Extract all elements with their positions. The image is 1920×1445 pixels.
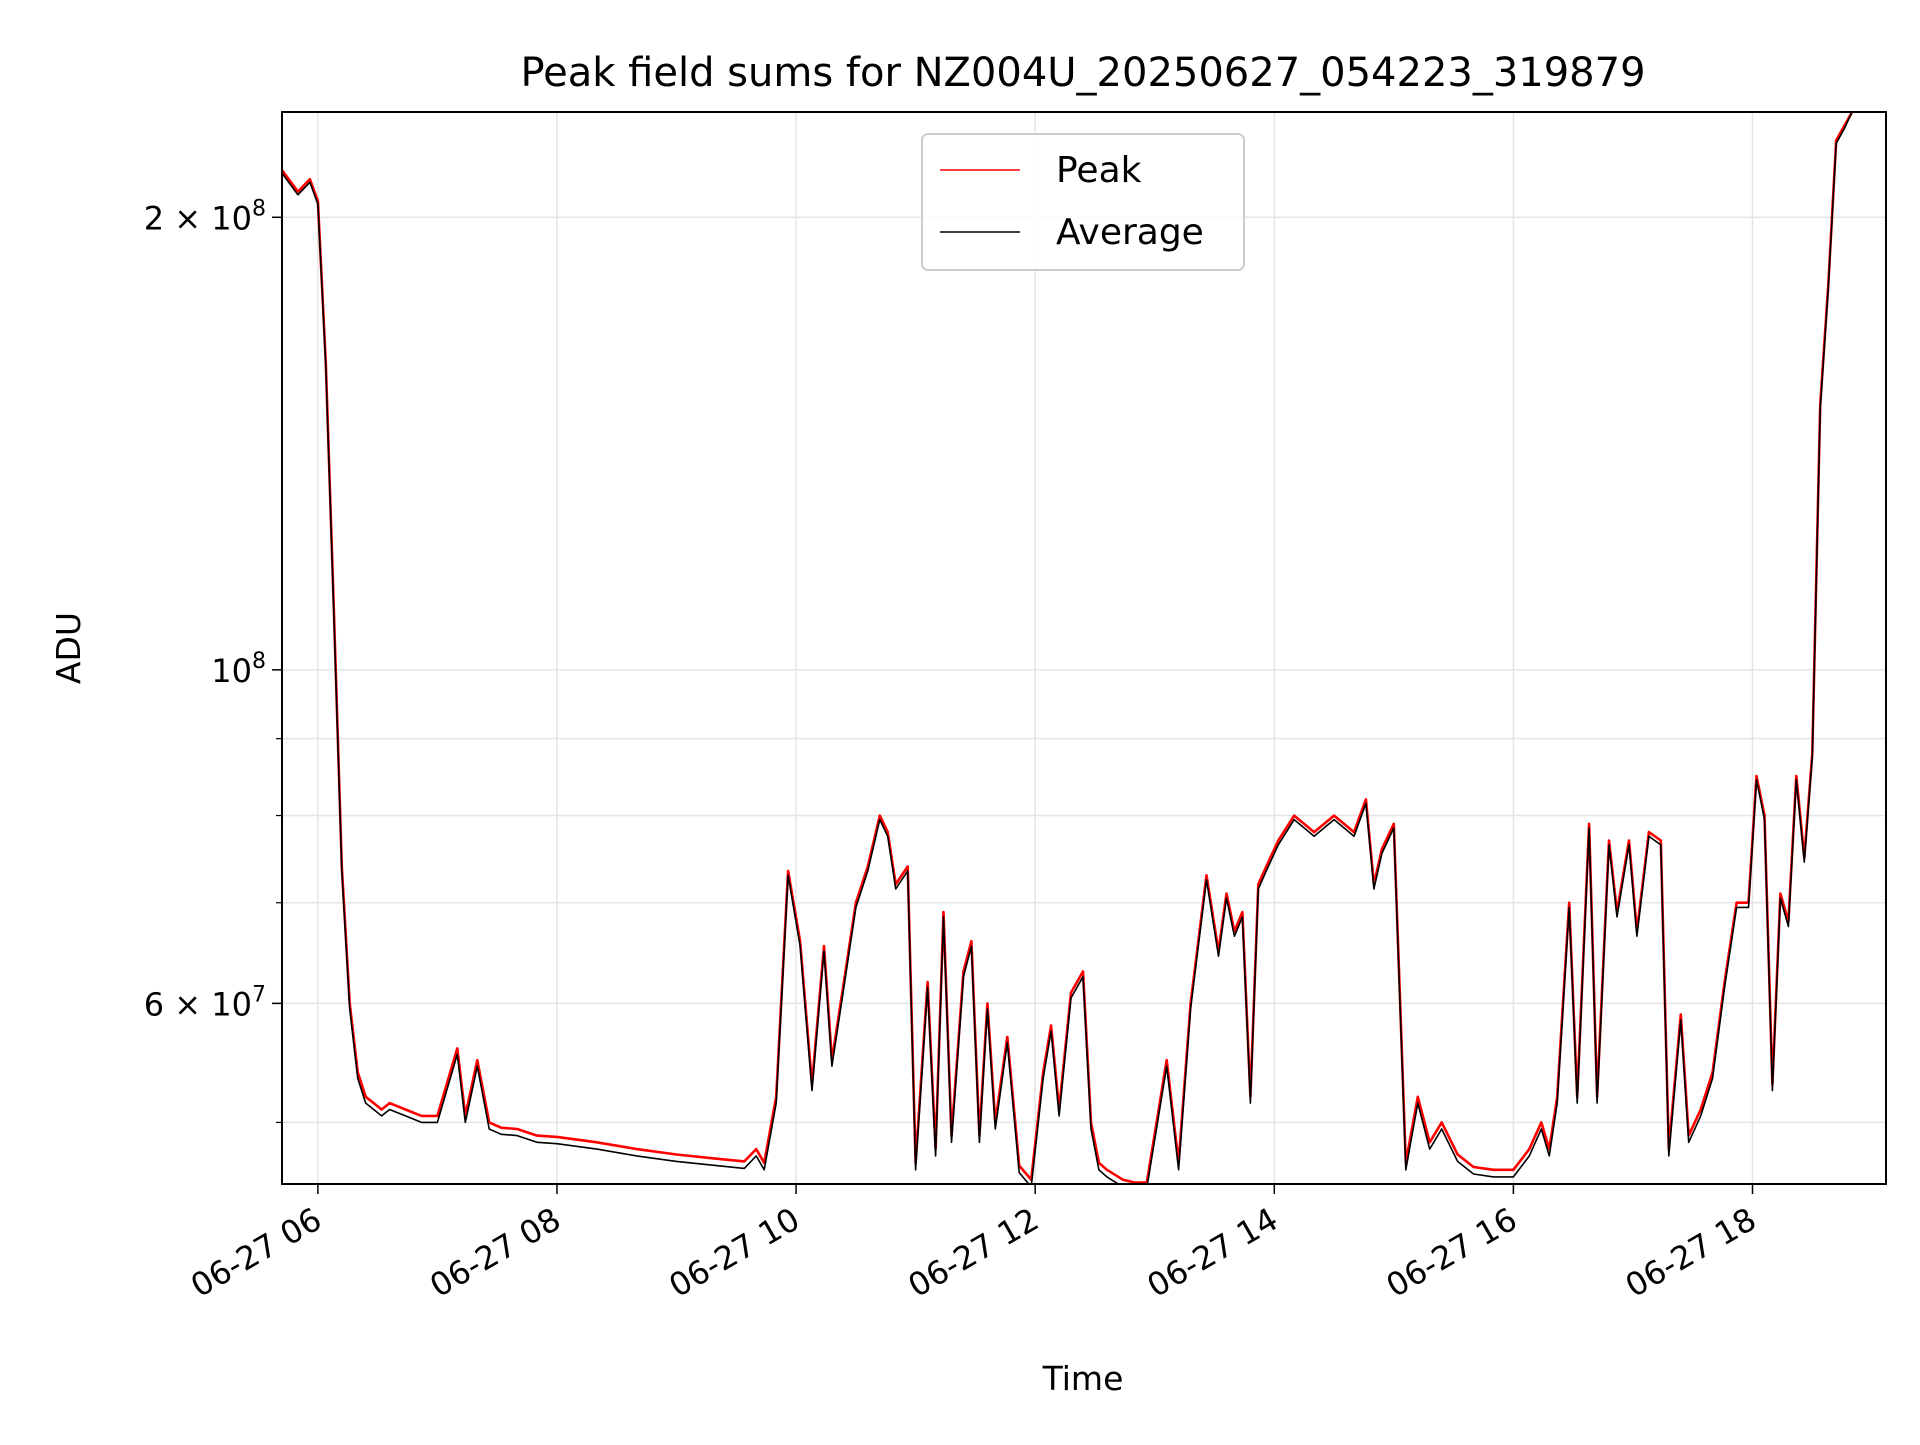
y-axis-label: ADU <box>49 612 88 684</box>
legend: Peak Average <box>921 133 1245 271</box>
y-tick-label: 2 × 108 <box>144 196 266 237</box>
x-axis-label: Time <box>1042 1359 1124 1398</box>
series-layer <box>282 112 1854 1184</box>
series-line-peak <box>282 112 1854 1184</box>
legend-box <box>921 133 1245 271</box>
series-line-average <box>282 112 1853 1184</box>
plot-area-frame <box>281 111 1887 1185</box>
chart-title: Peak field sums for NZ004U_20250627_0542… <box>520 50 1645 96</box>
legend-label-peak: Peak <box>1056 150 1142 191</box>
y-tick-label: 108 <box>211 649 266 690</box>
y-axis-ticks: 2 × 108 108 6 × 107 <box>144 196 282 1124</box>
y-tick-label: 6 × 107 <box>144 982 266 1023</box>
legend-label-average: Average <box>1056 212 1204 253</box>
